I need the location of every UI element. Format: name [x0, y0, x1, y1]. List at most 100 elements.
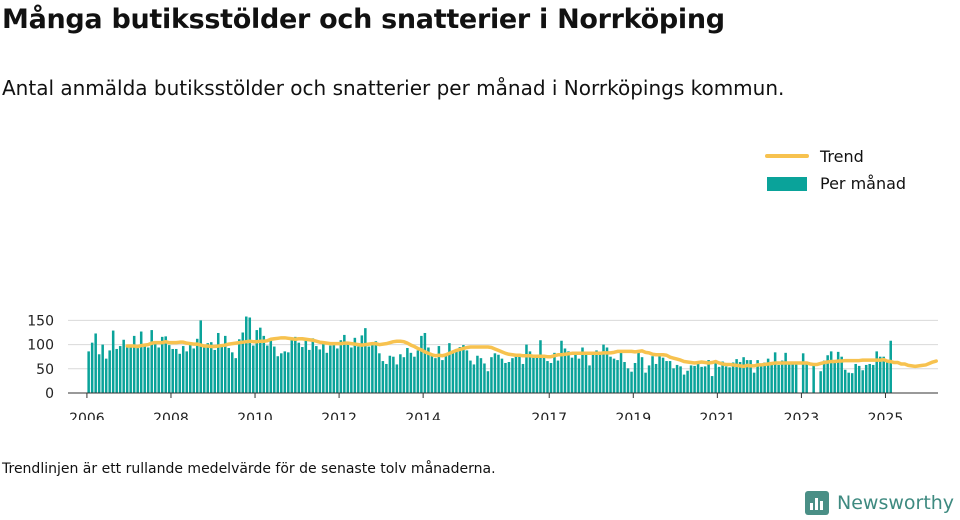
bar: [458, 347, 462, 393]
bar: [742, 357, 745, 393]
bar: [819, 371, 822, 393]
bar: [637, 350, 640, 393]
bar: [658, 354, 661, 393]
bar: [871, 364, 875, 393]
bar: [455, 349, 458, 393]
bar: [420, 335, 423, 393]
bar: [476, 355, 479, 393]
bar: [202, 345, 206, 393]
bar: [777, 364, 780, 393]
bar: [259, 327, 262, 393]
bar: [840, 356, 843, 393]
bar: [469, 360, 472, 393]
bar: [413, 356, 416, 393]
bar: [567, 351, 570, 393]
bar: [125, 346, 129, 393]
bar: [209, 342, 213, 393]
bar: [308, 349, 311, 393]
bar: [682, 374, 686, 393]
bar: [392, 356, 395, 393]
bar: [507, 362, 511, 393]
bar: [518, 353, 521, 393]
bar: [195, 338, 199, 393]
bar: [136, 346, 139, 393]
bar: [854, 363, 857, 393]
bar: [266, 345, 269, 393]
bar: [693, 365, 696, 393]
bar: [122, 339, 125, 393]
bar: [132, 335, 136, 393]
bar: [850, 373, 854, 393]
bar: [297, 342, 301, 393]
x-tick-label: 2006: [69, 411, 105, 420]
bar: [336, 348, 339, 393]
bar: [500, 358, 504, 393]
bar: [836, 351, 840, 393]
bar: [647, 365, 651, 393]
bar: [784, 352, 787, 393]
bar: [213, 349, 217, 393]
bar: [273, 346, 276, 393]
bar: [294, 336, 297, 393]
bar: [409, 352, 413, 393]
bar: [885, 361, 889, 393]
bar: [801, 353, 805, 393]
bar: [311, 338, 315, 393]
bar: [882, 356, 885, 393]
bar: [829, 351, 833, 393]
bar: [231, 352, 234, 393]
bar: [304, 340, 308, 393]
bar: [287, 352, 290, 393]
bar: [385, 363, 388, 393]
bar: [791, 362, 794, 393]
x-axis-ticks: 2006 2008 2010 2012 2014 2017 2019 2021 2023 2025: [69, 393, 903, 420]
bar: [668, 361, 672, 393]
bar: [178, 353, 181, 393]
bar: [437, 346, 441, 393]
bar: [661, 357, 665, 393]
bar: [490, 357, 493, 393]
bar: [822, 360, 826, 393]
bar: [171, 348, 174, 393]
bar: [150, 330, 153, 393]
bar: [206, 343, 210, 393]
newsworthy-logo: Newsworthy: [805, 489, 954, 517]
bar: [129, 347, 132, 393]
bar: [521, 363, 525, 393]
bar: [728, 367, 731, 393]
bar: [255, 330, 259, 393]
bar: [332, 343, 336, 393]
bar: [731, 362, 735, 393]
bar: [780, 360, 784, 393]
bar: [111, 330, 115, 393]
bar: [714, 363, 717, 393]
bar: [301, 347, 304, 393]
bar: [616, 360, 619, 393]
bar: [679, 366, 682, 393]
bar: [245, 316, 248, 393]
bar: [104, 358, 108, 393]
bar: [560, 340, 563, 393]
bar: [427, 347, 430, 393]
bar: [528, 351, 532, 393]
bar: [630, 371, 633, 393]
bar: [878, 356, 882, 393]
bar: [395, 364, 399, 393]
bar: [504, 362, 507, 393]
bar: [721, 361, 724, 393]
bar: [238, 339, 241, 393]
bar: [812, 362, 815, 393]
bar: [665, 361, 668, 393]
x-tick-label: 2014: [405, 411, 441, 420]
bar: [591, 354, 595, 393]
bar: [759, 365, 763, 393]
bar: [318, 349, 322, 393]
bar: [794, 362, 798, 393]
bar: [248, 317, 252, 393]
bar: [262, 335, 266, 393]
bar: [770, 362, 773, 393]
bar: [367, 346, 371, 393]
bar: [483, 363, 486, 393]
bar: [399, 354, 402, 393]
bar: [644, 372, 647, 393]
